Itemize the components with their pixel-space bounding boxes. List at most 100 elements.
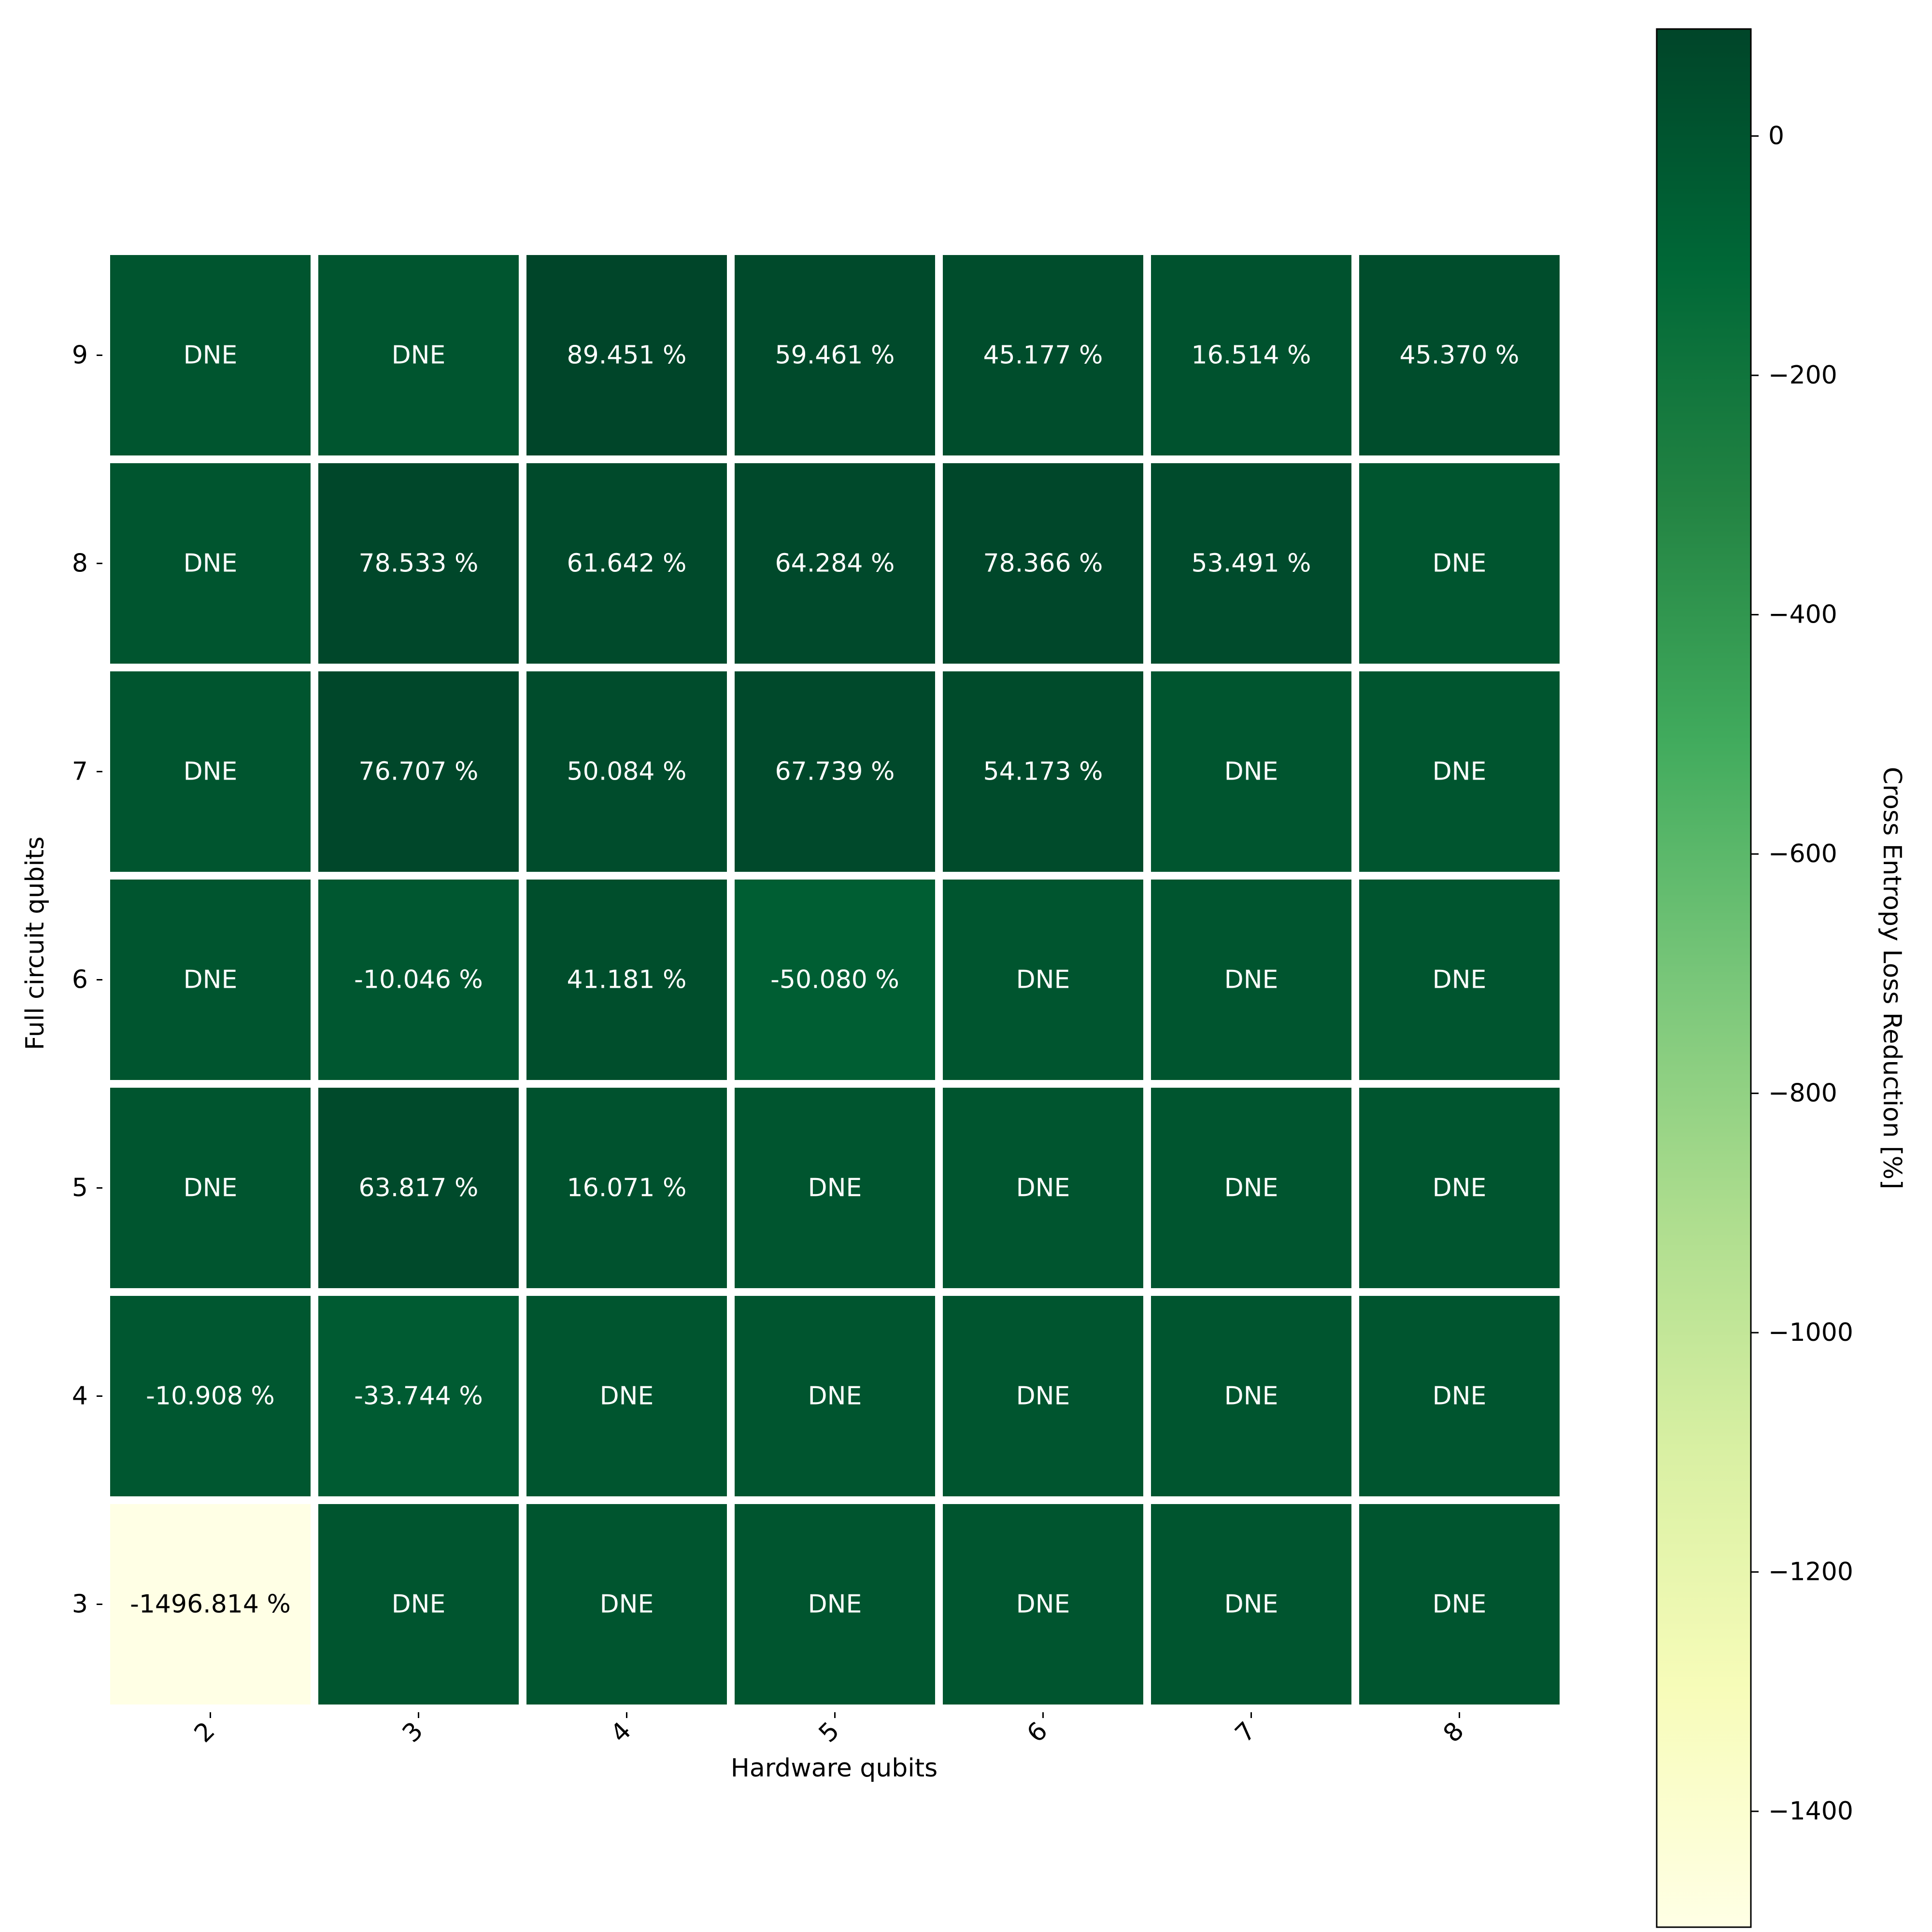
heatmap-cell [102, 1080, 318, 1296]
cell-value-label: DNE [808, 1174, 862, 1203]
colorbar-ticks: 0 −200 −400 −600 −800 −1000 −1200 −1400 [1751, 122, 1853, 1826]
heatmap-cell [102, 872, 318, 1088]
cell-value-label: DNE [600, 1382, 654, 1411]
heatmap-cell [1351, 455, 1567, 671]
cell-value-label: 78.533 % [359, 549, 479, 578]
cell-value-label: DNE [1433, 1382, 1487, 1411]
heatmap-cell [1351, 1496, 1567, 1712]
y-tick-label: 5 [72, 1174, 88, 1203]
y-tick-label: 9 [72, 341, 88, 370]
x-axis-title: Hardware qubits [731, 1754, 938, 1783]
heatmap-cell [519, 455, 735, 671]
cell-value-label: DNE [1224, 757, 1279, 786]
colorbar-tick-label: −1000 [1768, 1318, 1853, 1347]
cell-value-label: 61.642 % [567, 549, 687, 578]
y-tick-label: 3 [72, 1590, 88, 1619]
heatmap-cell [519, 664, 735, 880]
cell-value-labels: DNE DNE 89.451 % 59.461 % 45.177 % 16.514 % 45… [130, 341, 1519, 1619]
y-axis-title: Full circuit qubits [21, 837, 50, 1051]
cell-value-label: DNE [184, 341, 238, 370]
colorbar-title: Cross Entropy Loss Reduction [%] [1877, 767, 1906, 1190]
y-tick-label: 7 [72, 757, 88, 786]
cell-value-label: 89.451 % [567, 341, 687, 370]
heatmap-cell [1351, 664, 1567, 880]
cell-value-label: DNE [184, 966, 238, 994]
heatmap-cell [311, 872, 526, 1088]
cell-value-label: DNE [1433, 549, 1487, 578]
x-axis: 2 3 4 5 6 7 8 [189, 1712, 1470, 1748]
colorbar-tick-label: −1400 [1768, 1797, 1853, 1826]
cell-value-label: 16.514 % [1192, 341, 1311, 370]
cell-value-label: 16.071 % [567, 1174, 687, 1203]
colorbar-tick-label: −200 [1768, 361, 1837, 390]
cell-value-label: DNE [392, 341, 446, 370]
colorbar-tick-label: −1200 [1768, 1558, 1853, 1587]
cell-value-label: DNE [1224, 1174, 1279, 1203]
cell-value-label: -10.908 % [146, 1382, 275, 1411]
cell-value-label: DNE [1433, 1590, 1487, 1619]
x-tick-label: 6 [1022, 1717, 1053, 1748]
heatmap-cell [1143, 872, 1359, 1088]
heatmap-cell [1143, 247, 1359, 463]
cell-value-label: 53.491 % [1192, 549, 1311, 578]
heatmap-cell [935, 664, 1151, 880]
heatmap-cell [102, 1288, 318, 1504]
cell-value-label: 54.173 % [983, 757, 1103, 786]
cell-value-label: DNE [1433, 757, 1487, 786]
heatmap-cell [102, 455, 318, 671]
heatmap-cell [519, 1080, 735, 1296]
cell-value-label: DNE [1224, 966, 1279, 994]
colorbar [1656, 28, 1752, 1928]
cell-value-label: DNE [1224, 1382, 1279, 1411]
heatmap-cell [1351, 1288, 1567, 1504]
heatmap-cell [1143, 664, 1359, 880]
x-tick-label: 7 [1230, 1717, 1262, 1748]
cell-value-label: 41.181 % [567, 966, 687, 994]
cell-value-label: DNE [1016, 1382, 1070, 1411]
colorbar-tick-label: 0 [1768, 122, 1784, 151]
cell-value-label: DNE [184, 1174, 238, 1203]
cell-value-label: 67.739 % [775, 757, 895, 786]
heatmap-cell [935, 455, 1151, 671]
heatmap-cells [102, 247, 1567, 1712]
cell-value-label: -50.080 % [770, 966, 899, 994]
colorbar-tick-label: −400 [1768, 600, 1837, 629]
x-tick-label: 3 [397, 1717, 429, 1748]
cell-value-label: -1496.814 % [130, 1590, 291, 1619]
cell-value-label: 45.370 % [1400, 341, 1520, 370]
cell-value-label: -33.744 % [354, 1382, 483, 1411]
heatmap-cell [935, 1496, 1151, 1712]
x-tick-label: 2 [189, 1717, 221, 1748]
cell-value-label: DNE [1016, 966, 1070, 994]
y-tick-label: 8 [72, 549, 88, 578]
x-tick-label: 5 [813, 1717, 845, 1748]
cell-value-label: 76.707 % [359, 757, 479, 786]
cell-value-label: DNE [1224, 1590, 1279, 1619]
cell-value-label: DNE [1433, 1174, 1487, 1203]
heatmap-cell [311, 1288, 526, 1504]
y-tick-label: 6 [72, 966, 88, 994]
heatmap-cell [102, 247, 318, 463]
cell-value-label: DNE [1433, 966, 1487, 994]
cell-value-label: DNE [600, 1590, 654, 1619]
colorbar-gradient [1656, 28, 1752, 1928]
cell-value-label: DNE [184, 549, 238, 578]
cell-value-label: 59.461 % [775, 341, 895, 370]
cell-value-label: 78.366 % [983, 549, 1103, 578]
colorbar-tick-label: −800 [1768, 1079, 1837, 1108]
heatmap-cell [1143, 1496, 1359, 1712]
cell-value-label: -10.046 % [354, 966, 483, 994]
cell-value-label: DNE [184, 757, 238, 786]
heatmap-cell [311, 664, 526, 880]
cell-value-label: DNE [808, 1382, 862, 1411]
cell-value-label: DNE [808, 1590, 862, 1619]
x-tick-label: 8 [1438, 1717, 1470, 1748]
colorbar-tick-label: −600 [1768, 839, 1837, 868]
cell-value-label: 63.817 % [359, 1174, 479, 1203]
y-tick-label: 4 [72, 1382, 88, 1411]
heatmap-cell [519, 1496, 735, 1712]
cell-value-label: DNE [392, 1590, 446, 1619]
cell-value-label: 45.177 % [983, 341, 1103, 370]
cell-value-label: DNE [1016, 1174, 1070, 1203]
